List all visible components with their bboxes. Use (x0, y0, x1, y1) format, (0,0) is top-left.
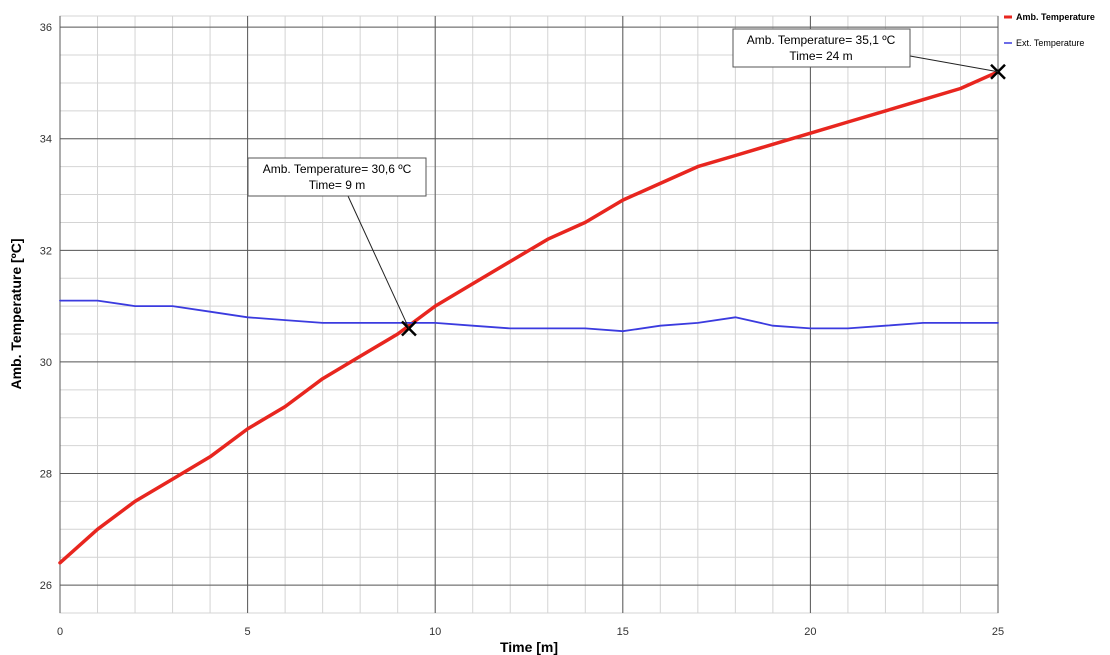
annotation-1-leader (347, 195, 410, 329)
annotation-1-box (247, 157, 427, 197)
y-tick-label: 30 (40, 357, 52, 369)
x-tick-label: 10 (429, 626, 441, 638)
annotation-1-line-2: Time= 9 m (309, 178, 366, 192)
y-tick-labels: 26 28 30 32 34 36 (40, 22, 52, 592)
annotation-2-leader (909, 55, 999, 73)
y-tick-label: 36 (40, 22, 52, 34)
x-tick-label: 0 (57, 626, 63, 638)
y-axis-title: Amb. Temperature [ºC] (8, 238, 24, 389)
annotation-1-line-1: Amb. Temperature= 30,6 ºC (263, 162, 412, 176)
legend: Amb. Temperature Ext. Temperature (1004, 12, 1095, 48)
annotation-2-line-2: Time= 24 m (789, 49, 852, 63)
legend-label-ext: Ext. Temperature (1016, 38, 1084, 48)
plot-area (59, 15, 999, 614)
y-tick-label: 34 (40, 134, 52, 146)
x-axis-title: Time [m] (500, 639, 558, 655)
legend-label-amb: Amb. Temperature (1016, 12, 1095, 22)
annotation-2-line-1: Amb. Temperature= 35,1 ºC (747, 33, 896, 47)
annotation-2-box (732, 28, 911, 68)
x-tick-label: 5 (245, 626, 251, 638)
series-line-ext-temperature (59, 299, 999, 333)
y-tick-label: 28 (40, 469, 52, 481)
x-tick-label: 25 (992, 626, 1004, 638)
series-line-amb-temperature (58, 70, 1000, 565)
x-tick-label: 20 (804, 626, 816, 638)
x-tick-labels: 0 5 10 15 20 25 (57, 626, 1004, 638)
x-tick-label: 15 (617, 626, 629, 638)
y-tick-label: 32 (40, 245, 52, 257)
series-layer (58, 70, 1000, 565)
y-tick-label: 26 (40, 580, 52, 592)
